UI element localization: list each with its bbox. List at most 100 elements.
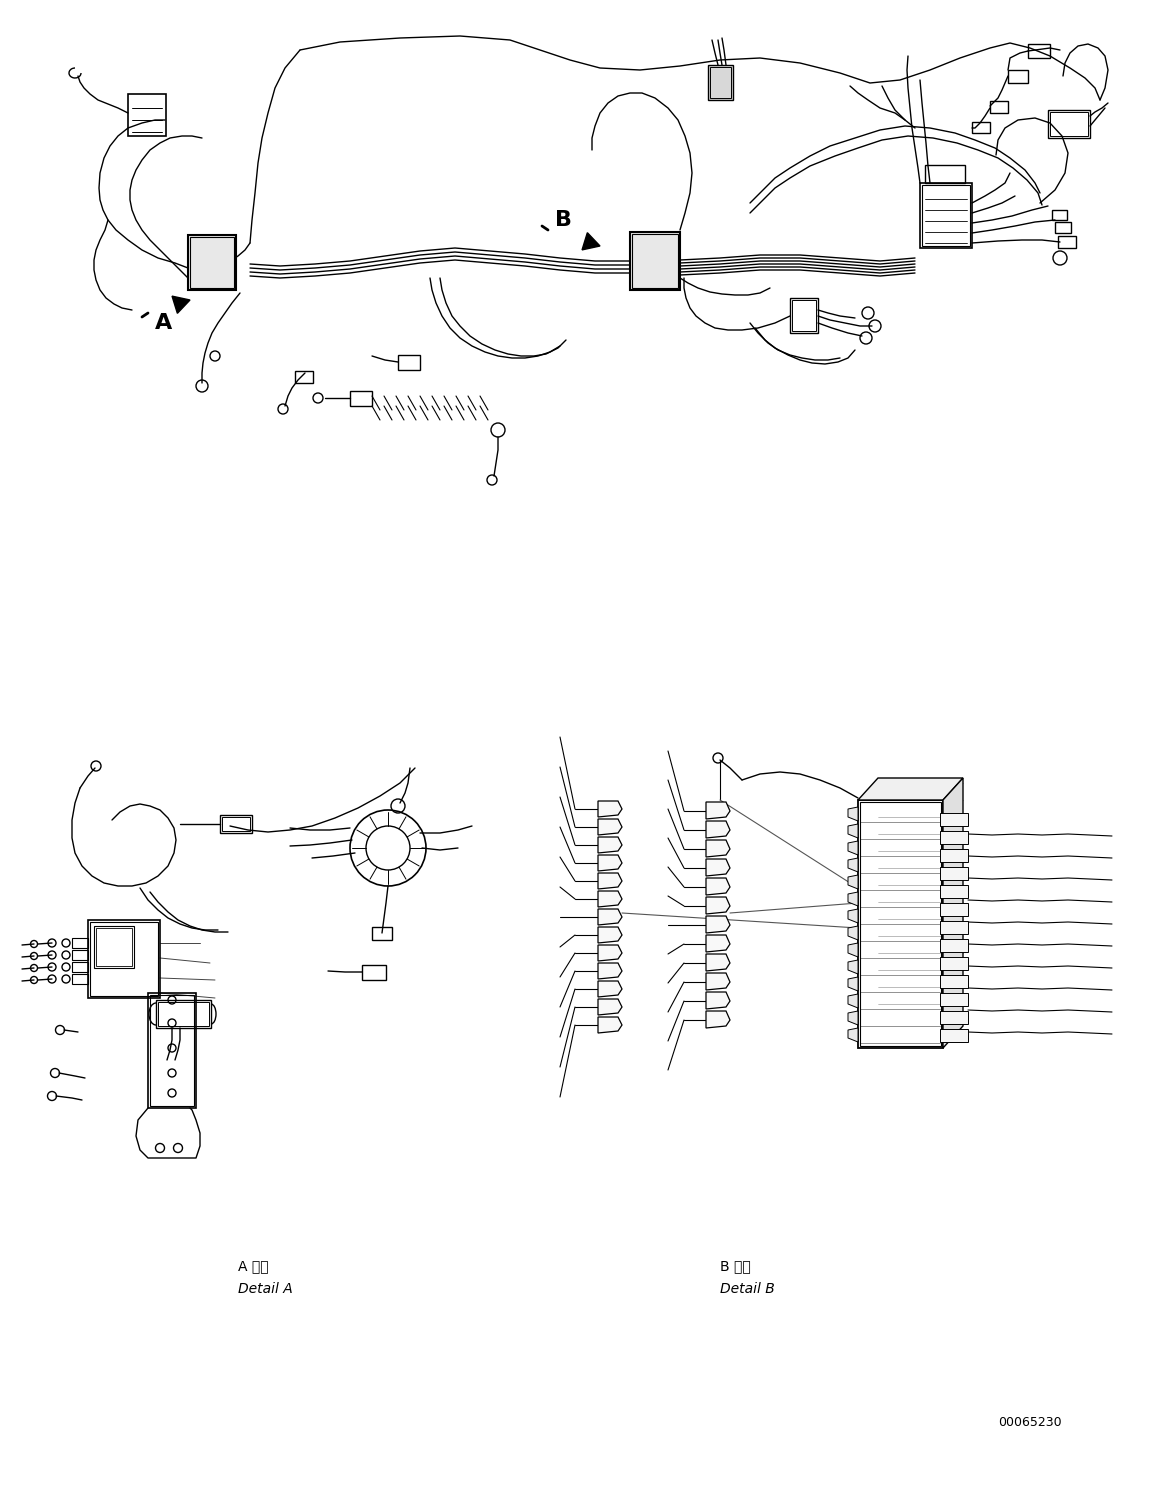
Polygon shape: [848, 841, 858, 856]
Bar: [632, 234, 678, 289]
Bar: [1028, 45, 1050, 58]
Bar: [220, 815, 252, 833]
Text: 00065230: 00065230: [998, 1417, 1062, 1428]
Bar: [940, 975, 968, 988]
Bar: [398, 356, 420, 371]
Bar: [940, 885, 968, 897]
Bar: [222, 817, 250, 830]
Bar: [188, 235, 236, 290]
Polygon shape: [706, 878, 730, 894]
Bar: [158, 1001, 209, 1027]
Polygon shape: [582, 232, 600, 250]
Bar: [940, 868, 968, 879]
Polygon shape: [706, 934, 730, 952]
Polygon shape: [598, 981, 622, 997]
Bar: [1008, 70, 1028, 83]
Bar: [940, 830, 968, 844]
Text: A: A: [155, 312, 172, 333]
Bar: [792, 301, 816, 330]
Polygon shape: [598, 927, 622, 943]
Bar: [97, 929, 131, 966]
Bar: [940, 903, 968, 917]
Polygon shape: [706, 992, 730, 1009]
Bar: [350, 391, 372, 406]
Bar: [90, 923, 158, 995]
Bar: [940, 1030, 968, 1042]
Bar: [72, 937, 88, 948]
Polygon shape: [848, 859, 858, 872]
Polygon shape: [848, 994, 858, 1007]
Polygon shape: [706, 859, 730, 876]
Bar: [1055, 222, 1071, 234]
Bar: [940, 939, 968, 952]
Bar: [708, 65, 733, 100]
Polygon shape: [598, 963, 622, 979]
Polygon shape: [848, 806, 858, 821]
Polygon shape: [598, 873, 622, 888]
Polygon shape: [598, 909, 622, 926]
Bar: [922, 185, 970, 246]
Text: B 詳細: B 詳細: [720, 1259, 751, 1274]
Polygon shape: [706, 802, 730, 818]
Polygon shape: [848, 960, 858, 975]
Polygon shape: [706, 917, 730, 933]
Polygon shape: [848, 909, 858, 923]
Polygon shape: [848, 926, 858, 940]
Polygon shape: [598, 891, 622, 908]
Polygon shape: [706, 897, 730, 914]
Bar: [990, 101, 1008, 113]
Polygon shape: [848, 824, 858, 838]
Polygon shape: [848, 1028, 858, 1042]
Polygon shape: [598, 818, 622, 835]
Bar: [1050, 112, 1089, 135]
Bar: [920, 183, 972, 248]
Bar: [940, 850, 968, 862]
Polygon shape: [706, 821, 730, 838]
Bar: [940, 1010, 968, 1024]
Bar: [940, 957, 968, 970]
Bar: [1058, 237, 1076, 248]
Bar: [128, 94, 166, 135]
Bar: [858, 801, 943, 1048]
Polygon shape: [848, 891, 858, 906]
Polygon shape: [706, 1010, 730, 1028]
Bar: [1053, 210, 1066, 220]
Bar: [150, 995, 194, 1106]
Bar: [156, 1000, 211, 1028]
Polygon shape: [943, 778, 963, 1048]
Polygon shape: [706, 841, 730, 857]
Bar: [1048, 110, 1090, 138]
Polygon shape: [848, 978, 858, 991]
Polygon shape: [598, 801, 622, 817]
Text: A 詳細: A 詳細: [238, 1259, 269, 1274]
Bar: [940, 921, 968, 934]
Bar: [362, 966, 386, 981]
Bar: [709, 67, 732, 98]
Bar: [72, 963, 88, 972]
Bar: [190, 237, 234, 289]
Polygon shape: [706, 973, 730, 990]
Polygon shape: [598, 1016, 622, 1033]
Polygon shape: [848, 1010, 858, 1025]
Bar: [94, 926, 134, 969]
Bar: [859, 802, 941, 1046]
Polygon shape: [172, 296, 190, 314]
Polygon shape: [598, 945, 622, 961]
Bar: [372, 927, 392, 940]
Bar: [88, 920, 160, 998]
Bar: [630, 232, 680, 290]
Polygon shape: [858, 778, 963, 801]
Text: Detail A: Detail A: [238, 1283, 293, 1296]
Bar: [72, 975, 88, 984]
Bar: [72, 949, 88, 960]
Bar: [295, 371, 313, 382]
Polygon shape: [598, 836, 622, 853]
Bar: [148, 992, 197, 1109]
Bar: [940, 812, 968, 826]
Polygon shape: [848, 943, 858, 957]
Bar: [972, 122, 990, 132]
Text: Detail B: Detail B: [720, 1283, 775, 1296]
Polygon shape: [598, 998, 622, 1015]
Polygon shape: [706, 954, 730, 972]
Polygon shape: [598, 856, 622, 870]
